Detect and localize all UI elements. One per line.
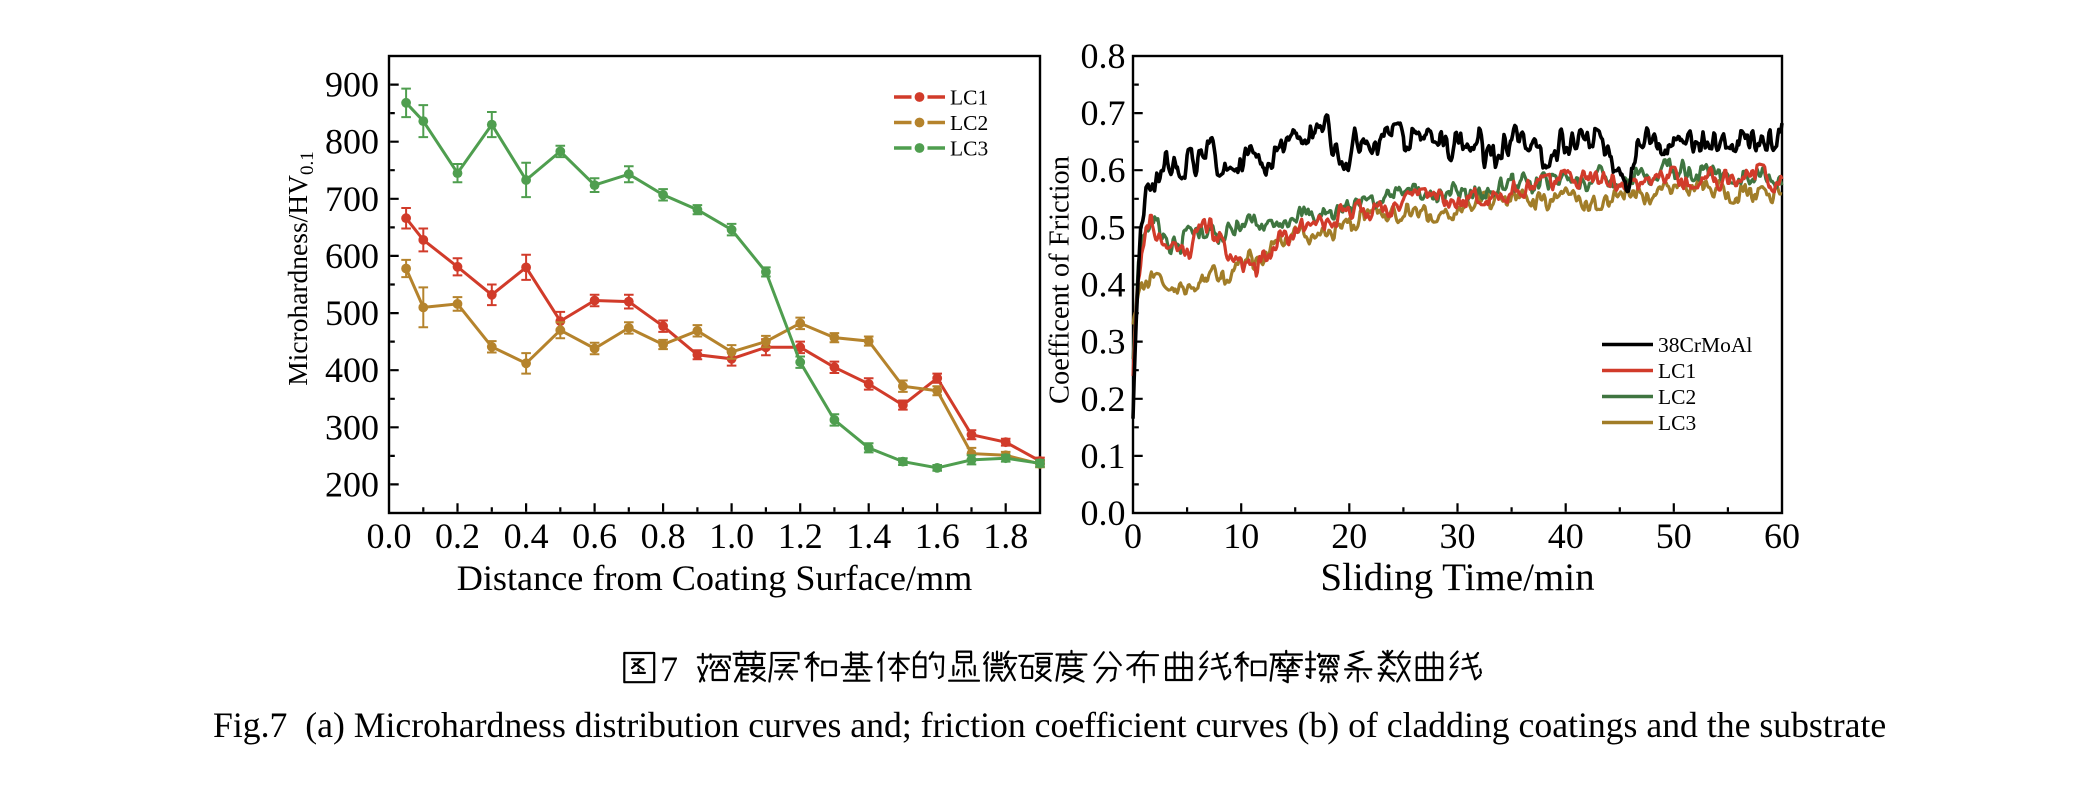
svg-text:20: 20 bbox=[1331, 516, 1367, 556]
svg-text:10: 10 bbox=[1223, 516, 1259, 556]
svg-text:Sliding Time/min: Sliding Time/min bbox=[1320, 556, 1594, 599]
svg-text:0.6: 0.6 bbox=[1081, 150, 1126, 190]
svg-text:1.6: 1.6 bbox=[915, 516, 960, 556]
svg-text:30: 30 bbox=[1440, 516, 1476, 556]
svg-text:38CrMoAl: 38CrMoAl bbox=[1658, 333, 1752, 357]
svg-text:1.8: 1.8 bbox=[983, 516, 1028, 556]
svg-text:0.8: 0.8 bbox=[641, 516, 686, 556]
svg-text:Fig.7 (a) Microhardness distr: Fig.7 (a) Microhardness distribution cur… bbox=[213, 705, 1886, 745]
svg-text:0.3: 0.3 bbox=[1081, 322, 1126, 362]
svg-text:LC3: LC3 bbox=[950, 136, 988, 160]
svg-text:0.4: 0.4 bbox=[504, 516, 549, 556]
svg-text:700: 700 bbox=[325, 179, 379, 219]
svg-text:300: 300 bbox=[325, 407, 379, 447]
svg-text:LC3: LC3 bbox=[1658, 411, 1696, 435]
svg-text:500: 500 bbox=[325, 293, 379, 333]
svg-text:Microhardness/HV0.1: Microhardness/HV0.1 bbox=[282, 151, 318, 386]
svg-text:LC1: LC1 bbox=[1658, 359, 1696, 383]
svg-text:LC2: LC2 bbox=[1658, 385, 1696, 409]
svg-text:60: 60 bbox=[1764, 516, 1800, 556]
svg-text:0.0: 0.0 bbox=[367, 516, 412, 556]
svg-text:LC1: LC1 bbox=[950, 85, 988, 109]
svg-text:0.6: 0.6 bbox=[572, 516, 617, 556]
svg-text:40: 40 bbox=[1548, 516, 1584, 556]
svg-text:0.2: 0.2 bbox=[1081, 379, 1126, 419]
svg-text:Coefficent of Friction: Coefficent of Friction bbox=[1045, 156, 1076, 404]
svg-text:Distance from Coating Surface/: Distance from Coating Surface/mm bbox=[457, 558, 973, 598]
svg-text:50: 50 bbox=[1656, 516, 1692, 556]
svg-text:0.5: 0.5 bbox=[1081, 207, 1126, 247]
svg-text:800: 800 bbox=[325, 122, 379, 162]
svg-text:0.0: 0.0 bbox=[1081, 493, 1126, 533]
svg-text:900: 900 bbox=[325, 65, 379, 105]
svg-text:0.4: 0.4 bbox=[1081, 265, 1126, 305]
svg-text:0.8: 0.8 bbox=[1081, 36, 1126, 76]
svg-text:0: 0 bbox=[1124, 516, 1142, 556]
svg-text:0.2: 0.2 bbox=[435, 516, 480, 556]
svg-text:1.4: 1.4 bbox=[846, 516, 891, 556]
svg-text:200: 200 bbox=[325, 464, 379, 504]
svg-text:600: 600 bbox=[325, 236, 379, 276]
svg-text:LC2: LC2 bbox=[950, 111, 988, 135]
svg-text:400: 400 bbox=[325, 350, 379, 390]
svg-text:1.2: 1.2 bbox=[778, 516, 823, 556]
svg-text:0.1: 0.1 bbox=[1081, 436, 1126, 476]
svg-text:1.0: 1.0 bbox=[709, 516, 754, 556]
svg-text:0.7: 0.7 bbox=[1081, 93, 1126, 133]
svg-text:7: 7 bbox=[660, 649, 678, 689]
